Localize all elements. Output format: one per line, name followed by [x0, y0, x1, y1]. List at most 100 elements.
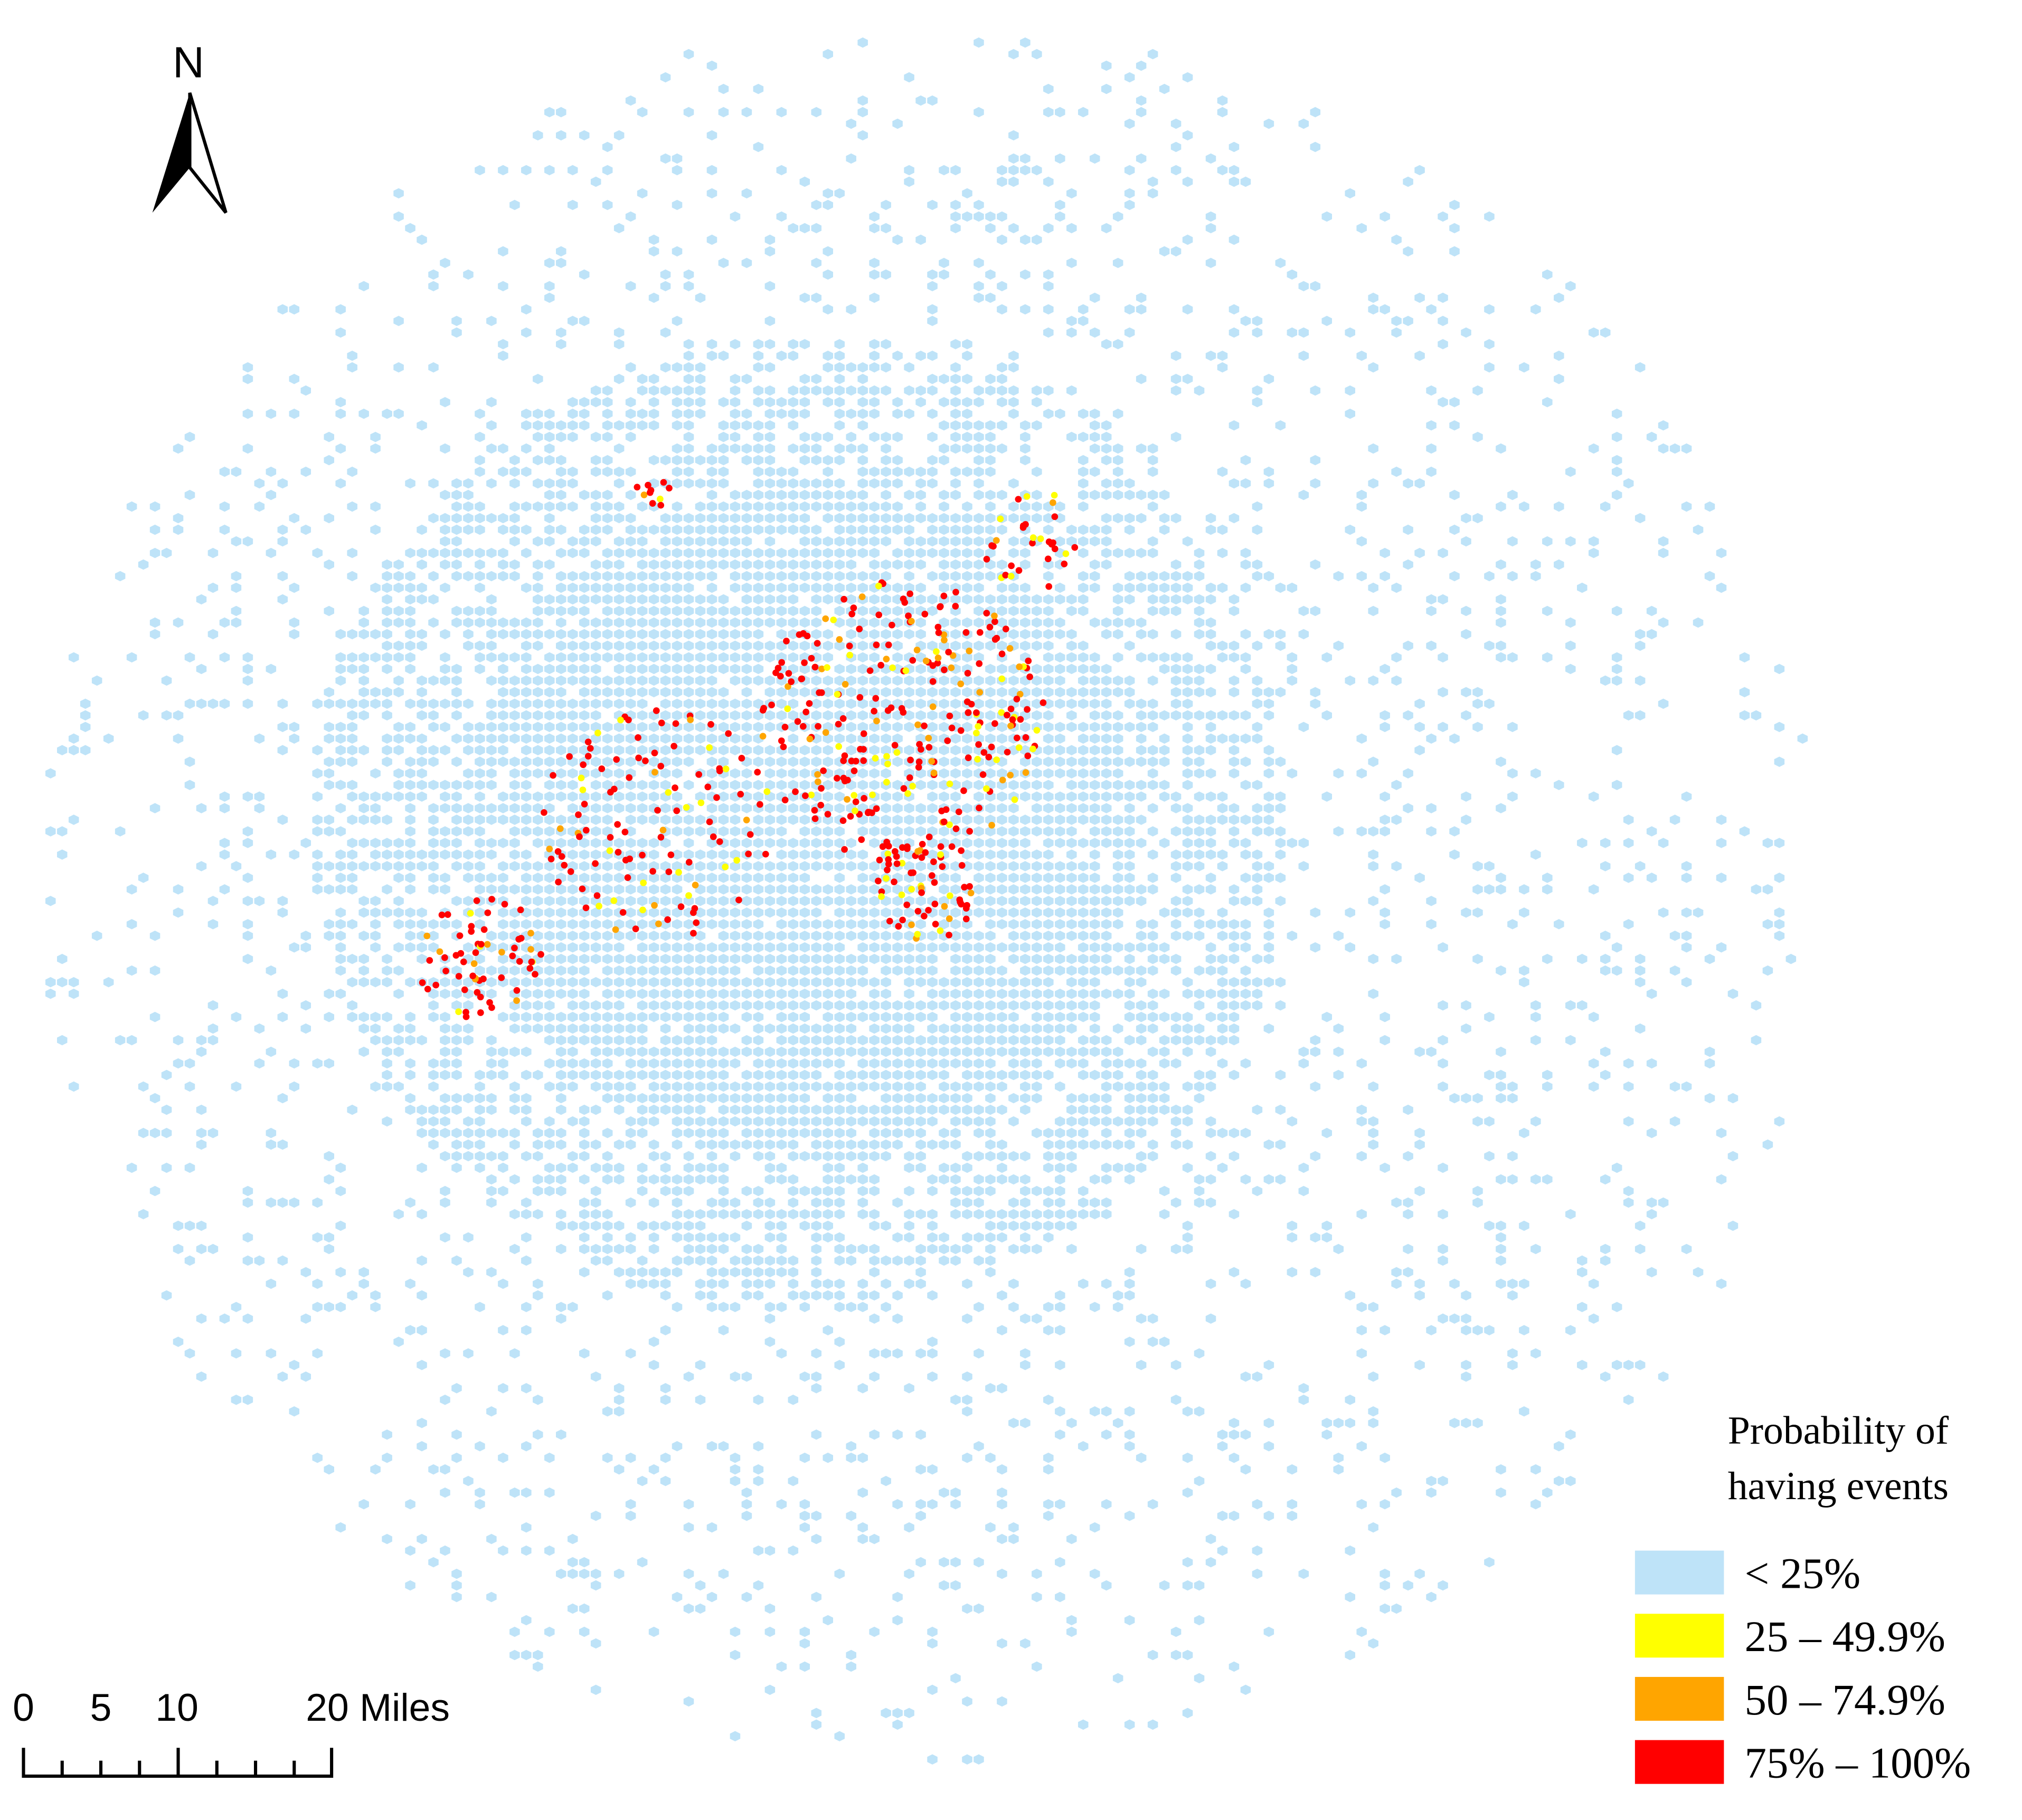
event-dot [891, 848, 899, 855]
event-dot [798, 675, 806, 683]
event-dot [607, 789, 614, 796]
event-dot [1029, 539, 1036, 547]
event-dot [665, 789, 672, 796]
event-dot [925, 734, 932, 742]
event-dot [760, 705, 768, 712]
event-dot [759, 733, 767, 740]
event-dot [659, 827, 667, 833]
event-dot [921, 611, 929, 618]
event-dot [937, 927, 944, 934]
event-dot [587, 745, 594, 752]
event-dot [852, 757, 859, 765]
event-dot [931, 900, 939, 907]
legend-title: having events [1728, 1464, 1949, 1508]
event-dot [1015, 744, 1023, 751]
event-dot [796, 631, 803, 638]
event-dot [852, 798, 859, 805]
event-dot [914, 848, 921, 855]
event-dot [1062, 550, 1070, 557]
event-dot [651, 902, 658, 909]
event-dot [925, 907, 932, 914]
event-dot [783, 638, 790, 644]
event-dot [444, 911, 451, 918]
event-dot [777, 672, 784, 680]
event-dot [615, 849, 622, 856]
event-dot [657, 763, 665, 770]
event-dot [904, 845, 911, 852]
event-dot [957, 680, 965, 687]
event-dot [1007, 722, 1014, 729]
event-dot [846, 651, 854, 659]
event-dot [913, 647, 921, 653]
event-dot [646, 489, 654, 496]
event-dot [683, 804, 690, 811]
event-dot [785, 683, 791, 690]
event-dot [757, 801, 763, 808]
event-dot [856, 625, 863, 632]
event-dot [546, 846, 553, 852]
event-dot [455, 973, 462, 980]
event-dot [958, 847, 965, 854]
event-dot [903, 901, 911, 908]
event-dot [484, 941, 491, 948]
event-dot [526, 965, 534, 972]
event-dot [930, 770, 938, 776]
event-dot [955, 808, 962, 816]
event-dot [814, 640, 821, 647]
event-dot [607, 834, 614, 841]
event-dot [958, 862, 966, 869]
event-dot [808, 655, 815, 662]
event-dot [818, 785, 825, 792]
event-dot [472, 949, 479, 956]
event-dot [979, 771, 987, 778]
event-dot [873, 717, 880, 725]
event-dot [842, 778, 848, 784]
event-dot [527, 946, 534, 953]
event-dot [988, 743, 995, 751]
event-dot [918, 854, 925, 861]
event-dot [1011, 796, 1018, 803]
legend-label: 75% – 100% [1744, 1738, 1971, 1787]
event-dot [554, 848, 562, 855]
event-dot [930, 858, 937, 865]
event-dot [555, 878, 562, 886]
event-dot [869, 791, 876, 799]
event-dot [946, 932, 952, 939]
event-dot [811, 807, 818, 814]
event-dot [785, 670, 792, 677]
event-dot [622, 857, 629, 864]
event-dot [937, 603, 944, 610]
event-dot [915, 759, 923, 765]
event-dot [885, 860, 892, 868]
event-dot [584, 738, 592, 745]
event-dot [908, 886, 915, 893]
event-dot [768, 702, 775, 708]
event-dot [964, 670, 971, 677]
event-dot [532, 971, 538, 978]
event-dot [858, 836, 865, 843]
event-dot [860, 746, 867, 753]
event-dot [914, 931, 921, 938]
event-dot [914, 721, 921, 728]
event-dot [474, 989, 481, 996]
event-dot [710, 833, 717, 840]
event-dot [621, 828, 629, 836]
event-dot [722, 765, 730, 773]
event-dot [921, 913, 928, 920]
event-dot [937, 851, 944, 858]
event-dot [745, 850, 752, 858]
event-dot [658, 719, 665, 726]
event-dot [584, 753, 592, 760]
event-dot [988, 822, 995, 829]
event-dot [498, 974, 505, 981]
event-dot [991, 720, 998, 727]
event-dot [1016, 690, 1024, 698]
event-dot [1023, 493, 1031, 500]
event-dot [975, 723, 982, 730]
event-dot [778, 737, 785, 744]
event-dot [582, 904, 590, 912]
event-dot [883, 838, 890, 846]
event-dot [940, 631, 948, 638]
event-dot [872, 695, 880, 702]
event-dot [639, 906, 646, 914]
